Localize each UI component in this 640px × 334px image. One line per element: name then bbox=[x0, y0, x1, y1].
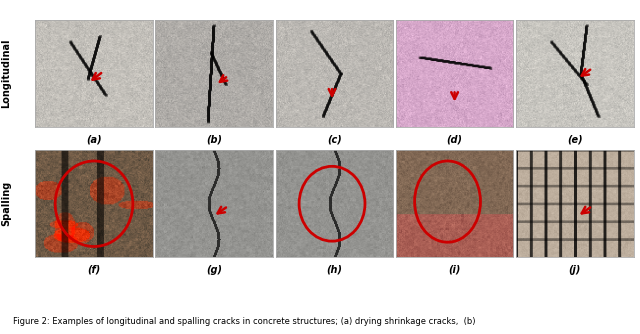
Text: (d): (d) bbox=[447, 134, 463, 144]
Text: (f): (f) bbox=[88, 265, 100, 275]
Text: (g): (g) bbox=[206, 265, 222, 275]
Text: (i): (i) bbox=[449, 265, 461, 275]
Text: (e): (e) bbox=[567, 134, 582, 144]
Text: (b): (b) bbox=[206, 134, 222, 144]
Text: (h): (h) bbox=[326, 265, 342, 275]
Text: (a): (a) bbox=[86, 134, 102, 144]
Text: Longitudinal: Longitudinal bbox=[1, 39, 12, 108]
Text: Figure 2: Examples of longitudinal and spalling cracks in concrete structures; (: Figure 2: Examples of longitudinal and s… bbox=[13, 317, 476, 326]
Text: Spalling: Spalling bbox=[1, 181, 12, 226]
Text: (j): (j) bbox=[568, 265, 581, 275]
Text: (c): (c) bbox=[327, 134, 342, 144]
